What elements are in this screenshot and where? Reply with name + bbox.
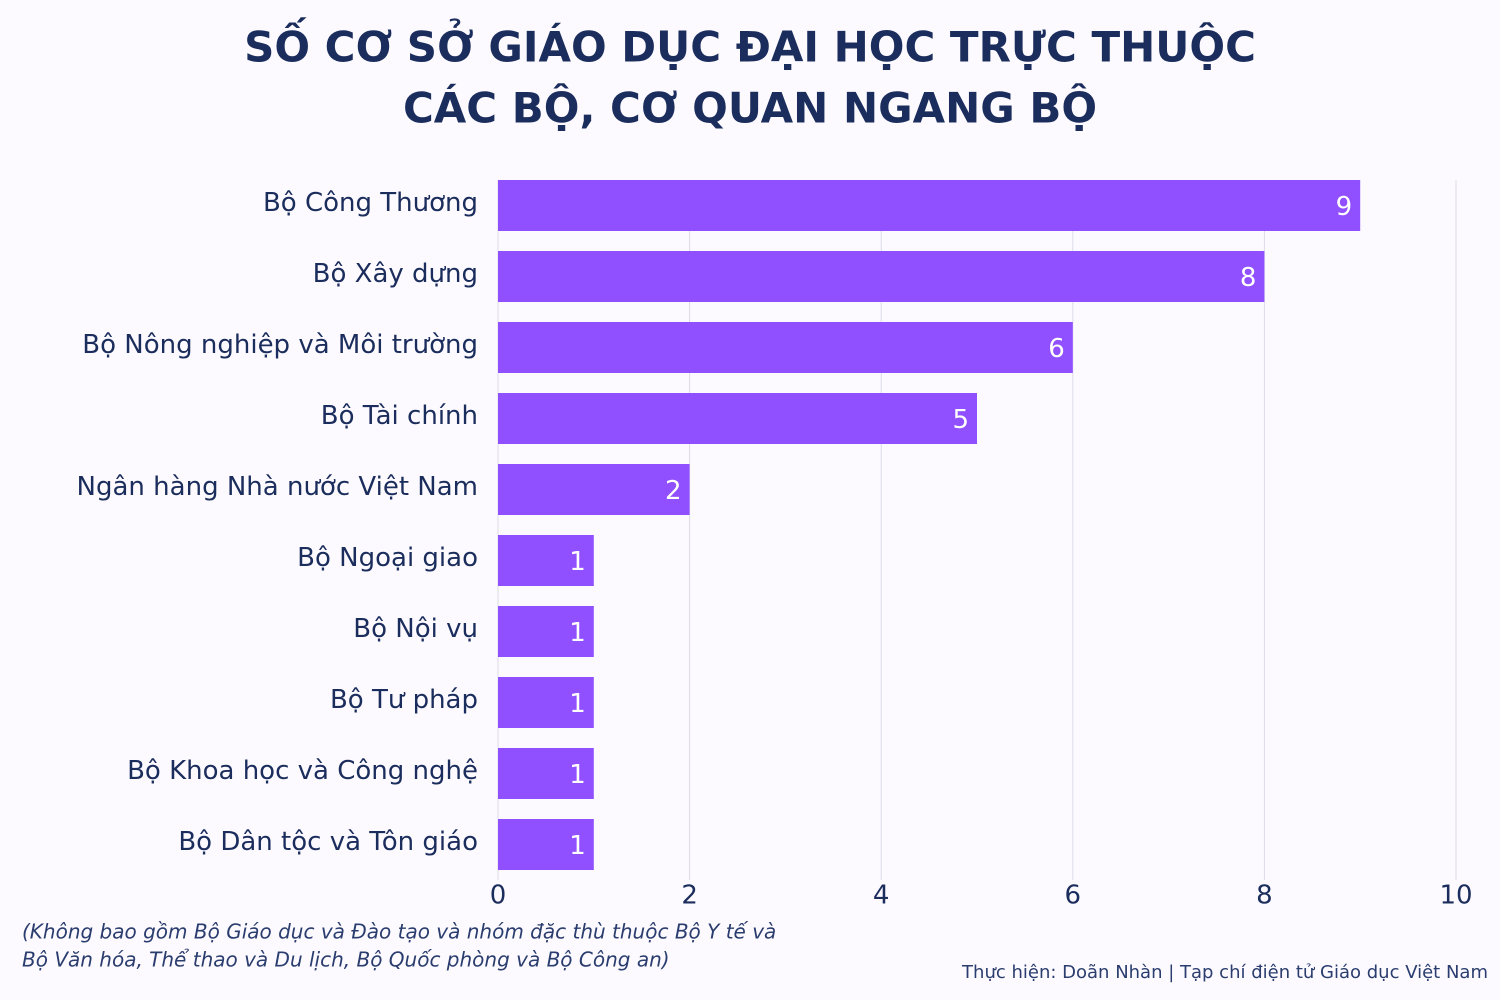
data-label: 1 — [569, 831, 586, 861]
y-tick-label: Bộ Dân tộc và Tôn giáo — [178, 827, 478, 857]
bar — [498, 180, 1361, 231]
bar — [498, 535, 594, 586]
data-label: 2 — [665, 476, 682, 506]
y-tick-label: Bộ Ngoại giao — [297, 543, 478, 573]
data-label: 9 — [1336, 192, 1353, 222]
bar — [498, 464, 690, 515]
x-tick-label: 6 — [1065, 881, 1082, 911]
y-tick-label: Bộ Công Thương — [263, 188, 478, 218]
x-tick-label: 8 — [1256, 881, 1273, 911]
bar — [498, 251, 1265, 302]
y-tick-label: Bộ Xây dựng — [313, 259, 478, 289]
y-tick-label: Bộ Nội vụ — [353, 614, 478, 644]
y-tick-label: Bộ Khoa học và Công nghệ — [127, 756, 478, 786]
bar — [498, 393, 977, 444]
chart-title: SỐ CƠ SỞ GIÁO DỤC ĐẠI HỌC TRỰC THUỘC — [244, 16, 1256, 72]
bar — [498, 322, 1073, 373]
x-tick-label: 10 — [1439, 881, 1472, 911]
bar — [498, 819, 594, 870]
data-label: 1 — [569, 689, 586, 719]
y-tick-label: Bộ Tư pháp — [330, 685, 478, 715]
y-tick-label: Bộ Tài chính — [321, 401, 478, 431]
bar — [498, 606, 594, 657]
data-label: 6 — [1048, 334, 1065, 364]
data-label: 1 — [569, 547, 586, 577]
y-tick-label: Ngân hàng Nhà nước Việt Nam — [77, 472, 478, 502]
x-tick-label: 2 — [681, 881, 698, 911]
x-tick-label: 4 — [873, 881, 890, 911]
data-label: 8 — [1240, 263, 1257, 293]
data-label: 1 — [569, 760, 586, 790]
bar — [498, 748, 594, 799]
bar — [498, 677, 594, 728]
x-tick-label: 0 — [490, 881, 507, 911]
data-label: 5 — [952, 405, 969, 435]
data-label: 1 — [569, 618, 586, 648]
footnote: (Không bao gồm Bộ Giáo dục và Đào tạo và… — [22, 920, 776, 944]
y-tick-label: Bộ Nông nghiệp và Môi trường — [82, 330, 478, 360]
chart-title: CÁC BỘ, CƠ QUAN NGANG BỘ — [403, 83, 1097, 133]
footnote: Bộ Văn hóa, Thể thao và Du lịch, Bộ Quốc… — [22, 948, 670, 972]
source: Thực hiện: Doãn Nhàn | Tạp chí điện tử G… — [961, 962, 1488, 983]
plot: Bộ Công Thương 9 Bộ Xây dựng 8 Bộ Nông nghiệ… — [77, 180, 1361, 870]
